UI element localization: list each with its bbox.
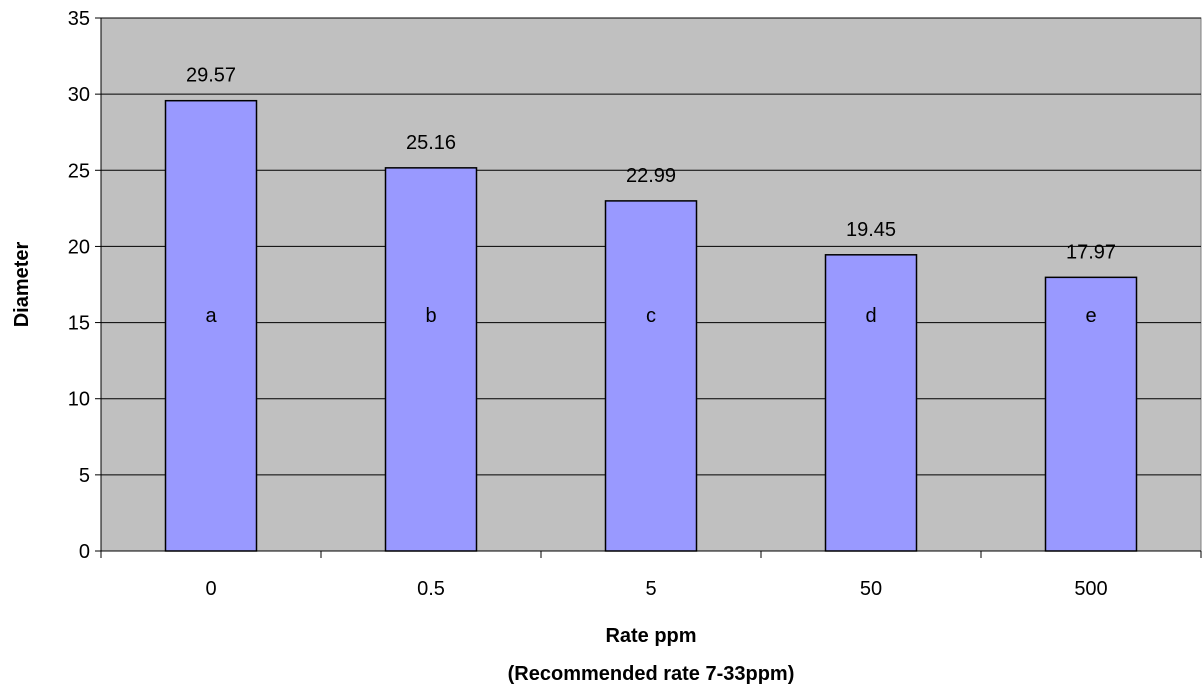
y-tick-label: 25 [68, 160, 90, 182]
x-axis-title: Rate ppm [605, 625, 696, 647]
bars [164, 99, 1138, 552]
data-label: 22.99 [626, 165, 676, 187]
data-label: 19.45 [846, 219, 896, 241]
y-axis-title: Diameter [11, 241, 33, 327]
data-label: 17.97 [1066, 241, 1116, 263]
x-axis-subtitle: (Recommended rate 7-33ppm) [508, 663, 795, 685]
bar [384, 167, 478, 552]
significance-letter: d [865, 305, 876, 327]
letter-labels: a b c d e [205, 305, 1096, 327]
x-tick-label: 0.5 [417, 578, 445, 600]
significance-letter: c [646, 305, 656, 327]
y-tick-label: 20 [68, 236, 90, 258]
x-tick-label: 0 [205, 578, 216, 600]
bar [1044, 276, 1138, 552]
significance-letter: b [425, 305, 436, 327]
x-tick-label: 5 [645, 578, 656, 600]
gridlines [101, 17, 1201, 476]
significance-letter: a [205, 305, 217, 327]
bar [604, 200, 698, 552]
x-tick-label: 50 [860, 578, 882, 600]
x-tick-labels: 0 0.5 5 50 500 [205, 578, 1107, 600]
y-tick-label: 15 [68, 313, 90, 335]
data-label: 25.16 [406, 132, 456, 154]
y-tick-labels: 0 5 10 15 20 25 30 35 [68, 8, 90, 563]
axes [95, 17, 1202, 558]
x-tick-label: 500 [1074, 578, 1107, 600]
significance-letter: e [1085, 305, 1096, 327]
data-labels: 29.57 25.16 22.99 19.45 17.97 [186, 65, 1116, 264]
data-label: 29.57 [186, 65, 236, 87]
bar [824, 254, 918, 552]
y-tick-label: 30 [68, 84, 90, 106]
y-tick-label: 0 [79, 541, 90, 563]
bar [164, 99, 258, 552]
y-tick-label: 35 [68, 8, 90, 30]
y-tick-label: 5 [79, 465, 90, 487]
y-tick-label: 10 [68, 389, 90, 411]
